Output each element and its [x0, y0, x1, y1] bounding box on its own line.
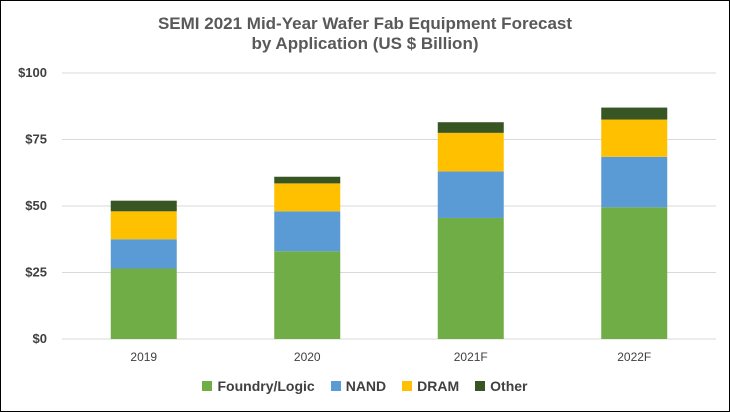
bar-segment-foundry-logic-2022f [601, 207, 668, 339]
legend-item: NAND [330, 378, 387, 394]
x-tick-label: 2020 [294, 350, 321, 364]
x-axis-ticks: 2019 2020 2021F 2022F [130, 350, 651, 364]
legend-label: DRAM [417, 378, 460, 394]
bar-segment-nand-2021f [437, 171, 504, 218]
bars [110, 107, 668, 339]
bar-segment-other-2020 [274, 176, 341, 184]
bar-segment-dram-2022f [601, 119, 668, 157]
x-tick-label: 2021F [454, 350, 488, 364]
chart-legend: Foundry/Logic NAND DRAM Other [0, 378, 730, 394]
bar-segment-dram-2019 [110, 211, 177, 240]
bar-segment-other-2019 [110, 200, 177, 212]
legend-item: DRAM [402, 378, 459, 394]
bar-segment-other-2021f [437, 122, 504, 133]
legend-swatch [402, 381, 413, 391]
bar-segment-nand-2019 [110, 239, 177, 269]
legend-swatch [475, 381, 486, 391]
x-tick-label: 2019 [130, 350, 157, 364]
bar-segment-nand-2022f [601, 156, 668, 208]
bar-segment-nand-2020 [274, 211, 341, 252]
y-tick-label: $25 [25, 265, 47, 280]
bar-segment-dram-2021f [437, 132, 504, 172]
y-tick-label: $75 [25, 132, 47, 147]
chart-subtitle: by Application (US $ Billion) [251, 34, 479, 53]
legend-label: Foundry/Logic [217, 378, 315, 394]
bar-segment-foundry-logic-2021f [437, 217, 504, 339]
legend-swatch [330, 381, 341, 391]
x-tick-label: 2022F [617, 350, 651, 364]
chart-title: SEMI 2021 Mid-Year Wafer Fab Equipment F… [157, 14, 573, 33]
chart-title-block: SEMI 2021 Mid-Year Wafer Fab Equipment F… [0, 14, 730, 54]
y-tick-label: $100 [18, 65, 47, 80]
bar-segment-foundry-logic-2020 [274, 251, 341, 339]
bar-segment-other-2022f [601, 107, 668, 120]
y-axis-ticks: $0 $25 $50 $75 $100 [18, 65, 47, 346]
y-tick-label: $0 [33, 331, 47, 346]
legend-item: Foundry/Logic [202, 378, 315, 394]
legend-swatch [202, 381, 213, 391]
legend-item: Other [475, 378, 528, 394]
legend-label: NAND [345, 378, 387, 394]
legend-label: Other [490, 378, 528, 394]
y-tick-label: $50 [25, 198, 47, 213]
bar-segment-foundry-logic-2019 [110, 268, 177, 339]
bar-segment-dram-2020 [274, 183, 341, 212]
